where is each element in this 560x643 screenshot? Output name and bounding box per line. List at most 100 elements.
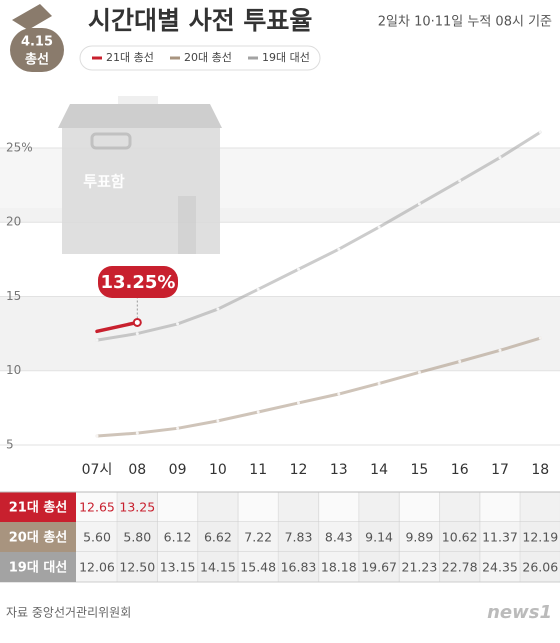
table-value: 9.14 (365, 530, 393, 545)
legend-label: 20대 총선 (184, 51, 232, 64)
y-tick-label: 15 (6, 289, 21, 303)
chart-subtitle: 2일차 10·11일 누적 08시 기준 (378, 15, 552, 30)
series-point (377, 381, 381, 385)
logo: news1 (487, 602, 552, 623)
table-row-label: 20대 총선 (9, 530, 68, 546)
table-value: 5.80 (123, 530, 151, 545)
x-tick-label: 15 (410, 462, 428, 478)
series-point (377, 225, 381, 229)
table-row-header (0, 552, 76, 582)
y-tick-label: 20 (6, 215, 21, 229)
table-cell-bg (197, 552, 239, 582)
table-value: 12.06 (79, 560, 115, 575)
legend-box (79, 45, 321, 71)
table-cell-bg (358, 492, 400, 522)
x-tick-label: 14 (370, 462, 388, 478)
series-point (132, 317, 142, 327)
legend: 21대 총선 20대 총선 19대 대선 (92, 51, 310, 64)
table-value: 8.43 (325, 530, 353, 545)
legend-label: 21대 총선 (106, 51, 154, 64)
table-value: 12.65 (79, 500, 115, 515)
table-cell-bg (520, 522, 560, 552)
table-value: 24.35 (482, 560, 518, 575)
table-value: 13.25 (119, 500, 155, 515)
series-point (538, 336, 542, 340)
x-tick-label: 16 (451, 462, 469, 478)
x-tick-label: 08 (128, 462, 146, 478)
table-row-header (0, 522, 76, 552)
series-point (135, 431, 139, 435)
table-cell-bg (439, 492, 480, 522)
badge-circle (10, 28, 64, 72)
y-tick-label: 10 (6, 363, 21, 377)
y-tick-label: 5 (6, 437, 14, 451)
table-value: 16.83 (281, 560, 317, 575)
table-value: 11.37 (482, 530, 518, 545)
series-point (216, 419, 220, 423)
series-point (417, 202, 421, 206)
series-point (256, 287, 260, 291)
table-cell-bg (520, 492, 560, 522)
series-point (417, 370, 421, 374)
table-cell-bg (117, 522, 158, 552)
table-value: 19.67 (361, 560, 397, 575)
table-value: 5.60 (83, 530, 111, 545)
callout-label: 13.25% (101, 272, 176, 293)
x-tick-label: 17 (491, 462, 509, 478)
table-cell-bg (197, 492, 239, 522)
x-tick-label: 18 (531, 462, 549, 478)
table-cell-bg (439, 522, 480, 552)
table-value: 26.06 (522, 560, 558, 575)
x-tick-label: 09 (169, 462, 187, 478)
series-line (95, 320, 140, 334)
table-cell-bg (278, 552, 319, 582)
series-line (95, 336, 542, 438)
table-value: 22.78 (442, 560, 478, 575)
overlay: 13.25% (95, 266, 178, 334)
series-line (95, 130, 542, 342)
series-point (256, 410, 260, 414)
chart-title: 시간대별 사전 투표율 (88, 6, 312, 35)
legend-label: 19대 대선 (262, 51, 310, 64)
badge-line: 4.15 (21, 35, 53, 50)
table-value: 21.23 (402, 560, 438, 575)
series-point (498, 156, 502, 160)
table-cell-bg (358, 522, 400, 552)
x-tick-label: 12 (290, 462, 308, 478)
series-point (337, 247, 341, 251)
table-cell-bg (439, 552, 480, 582)
table-value: 12.50 (119, 560, 155, 575)
table-cell-bg (117, 492, 158, 522)
table-value: 12.19 (522, 530, 558, 545)
table-value: 18.18 (321, 560, 357, 575)
table-value: 15.48 (240, 560, 276, 575)
x-tick-label: 10 (209, 462, 227, 478)
badge-icon (12, 4, 52, 30)
x-tick-label: 07시 (82, 462, 113, 478)
table-value: 13.15 (160, 560, 196, 575)
source: 자료 중앙선거관리위원회 (6, 606, 131, 620)
y-tick-label: 25% (6, 140, 33, 154)
series-point (95, 338, 99, 342)
table-row-header (0, 492, 76, 522)
series-point (135, 332, 139, 336)
series-point (176, 322, 180, 326)
grid-band (0, 296, 560, 371)
table-value: 10.62 (442, 530, 478, 545)
ballot-box: 투표함 (58, 96, 222, 254)
table-value: 7.83 (285, 530, 313, 545)
ballot-box-label: 투표함 (83, 173, 125, 191)
series-point (176, 426, 180, 430)
data-table: 12.65 13.25 21대 총선 5.60 5.80 6.12 6.62 7.22 7.83… (0, 491, 560, 583)
x-tick-label: 13 (330, 462, 348, 478)
table-row-label: 21대 총선 (9, 500, 68, 516)
table-cell-bg (520, 552, 560, 582)
series-point (216, 307, 220, 311)
series-point (297, 401, 300, 405)
table-value: 14.15 (200, 560, 236, 575)
series-point (458, 359, 462, 363)
badge-line: 총선 (25, 52, 49, 68)
series-point (297, 267, 300, 271)
table-cell-bg (117, 552, 158, 582)
